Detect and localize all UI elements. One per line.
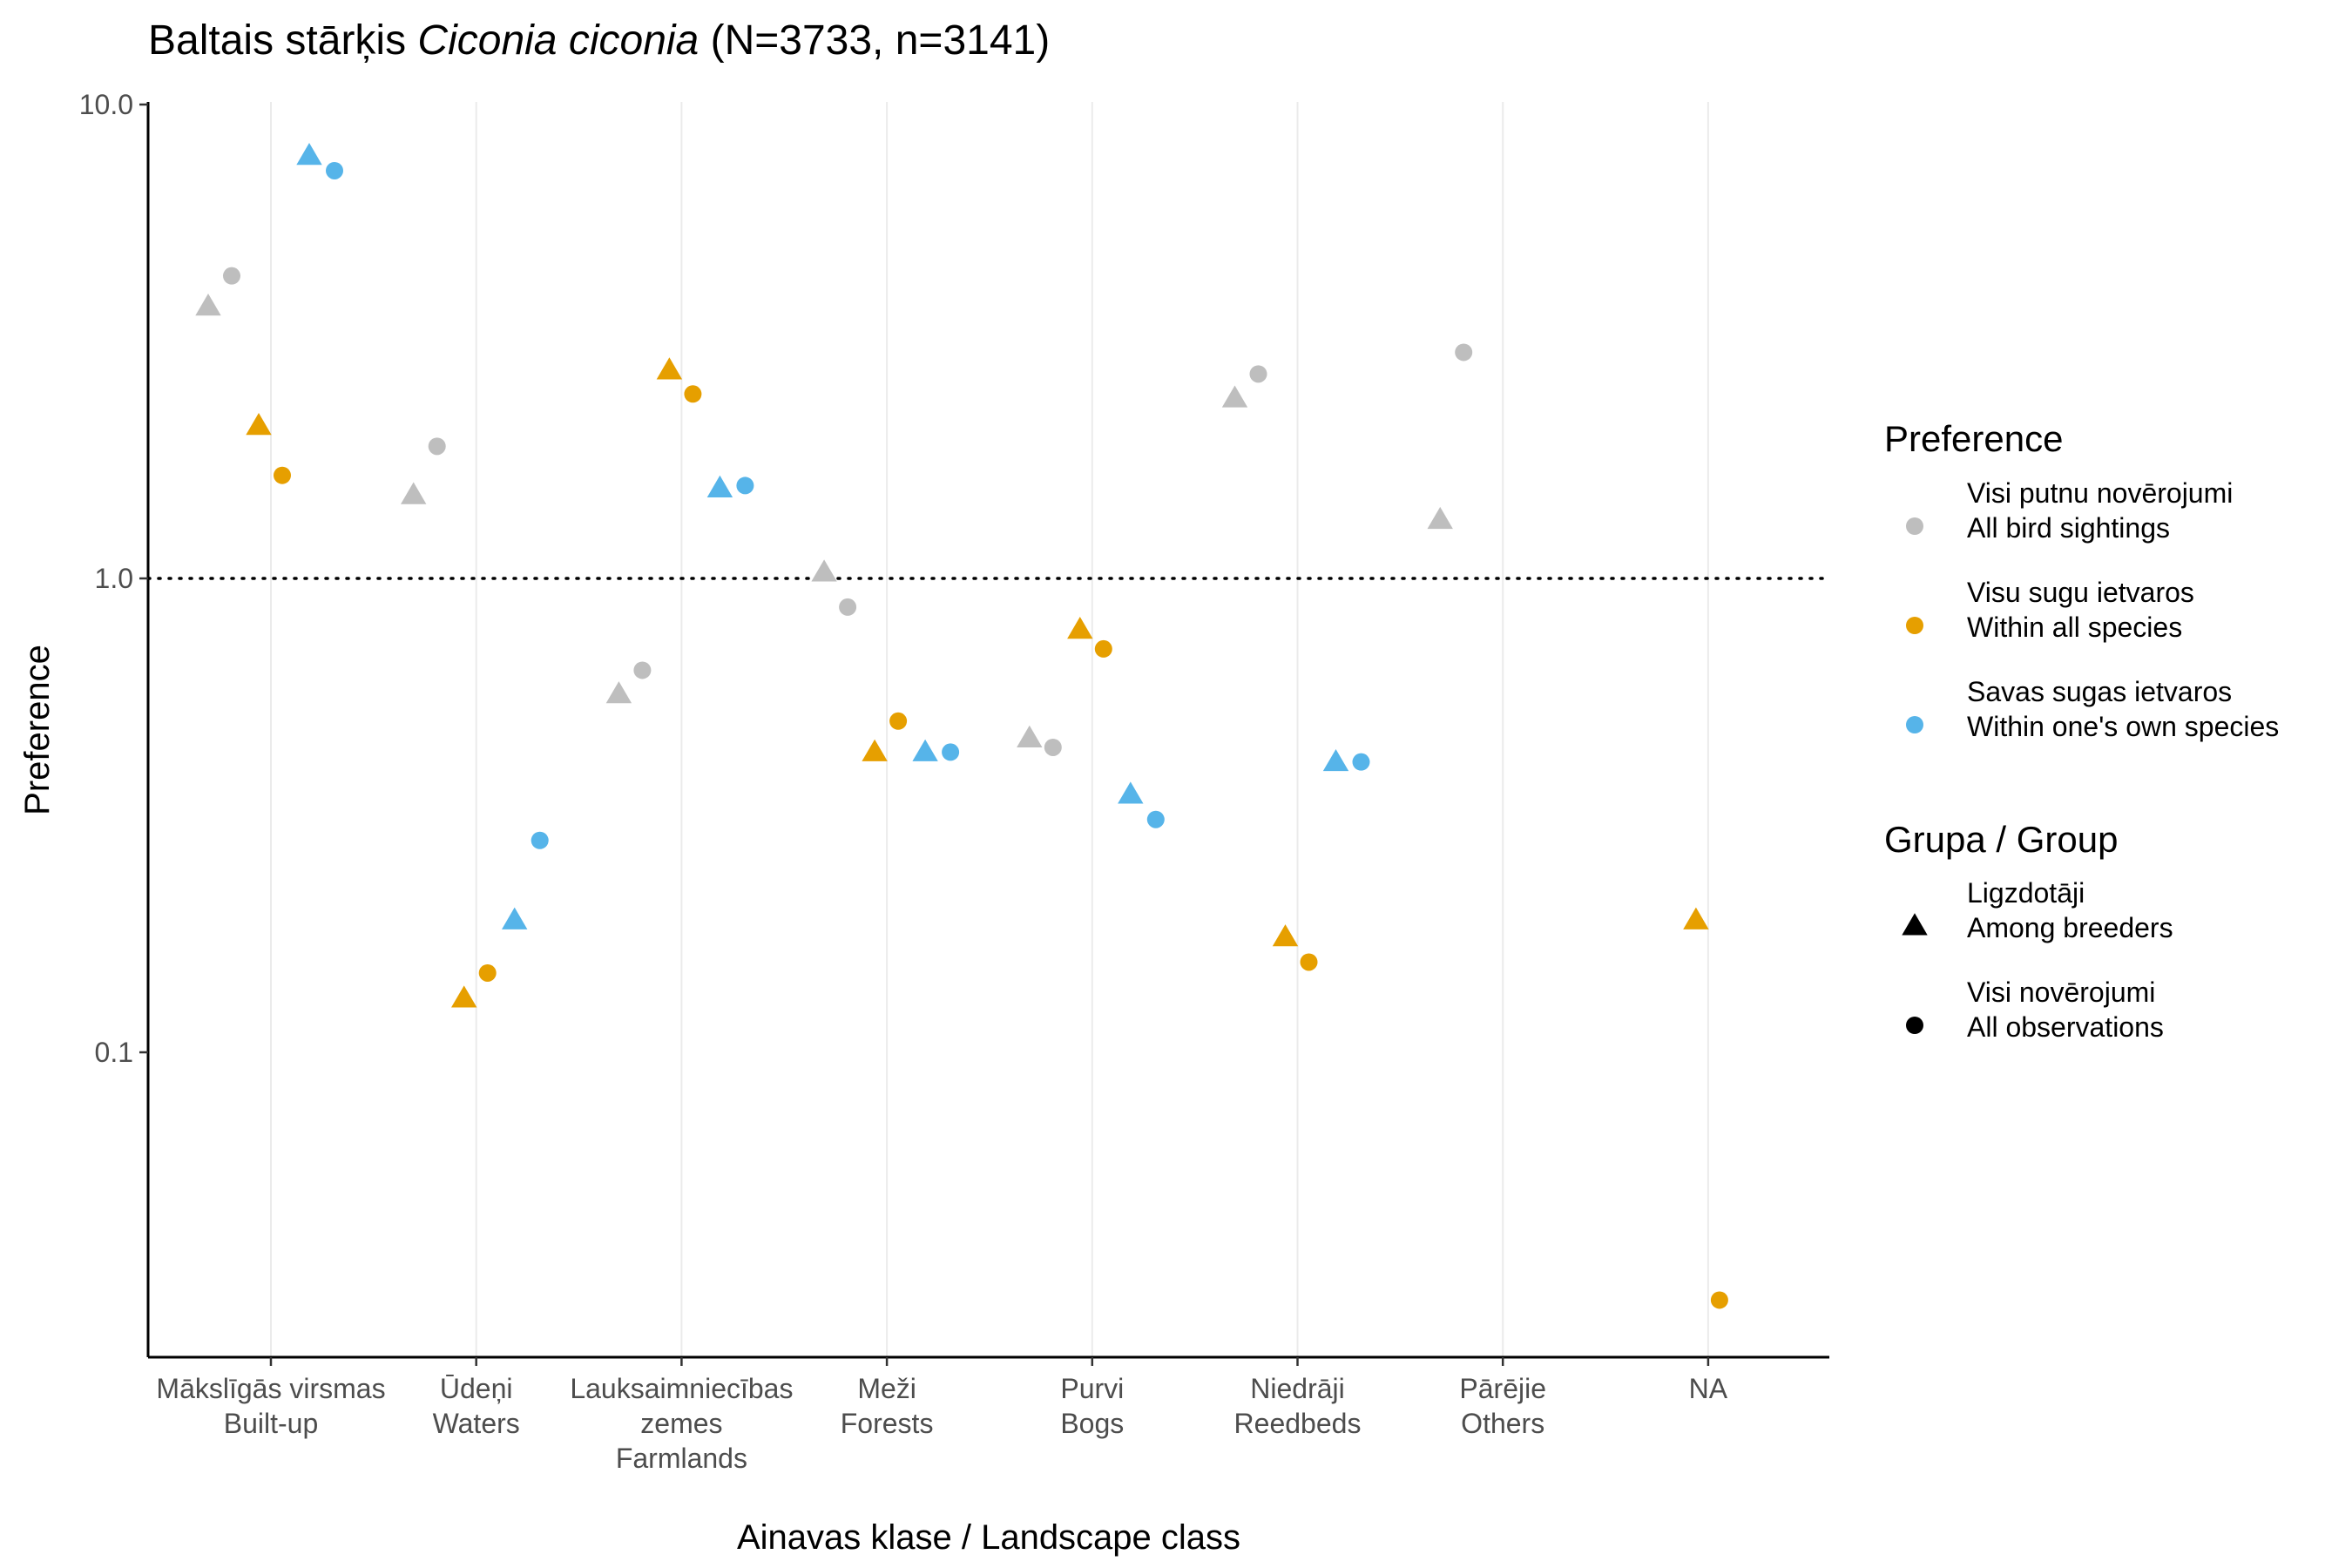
legend-key-within_own — [1906, 716, 1923, 733]
data-point-within_all-all_obs — [889, 712, 908, 730]
data-point-within_all-breeders — [1272, 924, 1299, 947]
y-tick-label: 1.0 — [95, 563, 133, 594]
data-point-within_all-breeders — [1683, 907, 1709, 929]
data-point-within_own-all_obs — [1146, 810, 1165, 828]
x-tick-label-line: Purvi — [1060, 1373, 1124, 1404]
data-point-within_own-breeders — [296, 143, 322, 166]
x-tick-label: Purvi Bogs — [1060, 1373, 1124, 1439]
x-ticks: Mākslīgās virsmas Built-up Ūdeņi Waters Lauk… — [156, 1357, 1728, 1474]
legend-label-breeders: Ligzdotāji — [1967, 877, 2085, 909]
chart-title-species: Ciconia ciconia — [417, 17, 699, 64]
legend-label-all_obs: Visi novērojumi — [1967, 977, 2155, 1008]
data-point-within_all-all_obs — [1300, 953, 1318, 971]
x-tick-label-line: Lauksaimniecības — [570, 1373, 793, 1404]
x-tick-label-line: Bogs — [1060, 1408, 1124, 1439]
legend-key-breeders — [1902, 913, 1928, 936]
data-point-all_sightings-breeders — [1427, 506, 1453, 530]
data-point-all_sightings-all_obs — [633, 661, 652, 679]
data-point-within_own-all_obs — [531, 831, 549, 849]
legend-label-all_sightings: All bird sightings — [1967, 512, 2170, 544]
y-axis-title: Preference — [18, 645, 57, 815]
data-point-within_all-all_obs — [274, 466, 291, 484]
legend-label-within_all: Within all species — [1967, 612, 2182, 643]
data-point-within_own-all_obs — [1352, 753, 1370, 771]
x-tick-label-line: zemes — [640, 1408, 722, 1439]
data-point-within_all-breeders — [862, 739, 888, 761]
x-tick-label-line: Mākslīgās virsmas — [156, 1373, 385, 1404]
x-tick-label: Lauksaimniecības zemes Farmlands — [570, 1373, 793, 1474]
x-tick-label-line: NA — [1689, 1373, 1728, 1404]
data-point-all_sightings-breeders — [1221, 385, 1248, 408]
x-tick-label-line: Ūdeņi — [440, 1373, 513, 1404]
data-point-all_sightings-all_obs — [223, 267, 240, 285]
x-tick-label-line: Pārējie — [1459, 1373, 1546, 1404]
y-tick-label: 0.1 — [95, 1037, 133, 1068]
data-point-all_sightings-breeders — [195, 294, 221, 316]
axes — [146, 102, 1829, 1359]
grid-lines — [270, 102, 1709, 1357]
data-point-within_all-breeders — [656, 357, 683, 380]
data-point-within_own-breeders — [1118, 781, 1144, 804]
data-point-within_own-breeders — [1322, 748, 1349, 772]
data-point-all_sightings-all_obs — [1455, 343, 1473, 362]
legend-key-within_all — [1906, 617, 1923, 634]
data-point-all_sightings-breeders — [605, 681, 632, 704]
x-axis-title: Ainavas klase / Landscape class — [737, 1518, 1240, 1557]
legend-label-all_obs: All observations — [1967, 1011, 2164, 1043]
x-tick-label: Mākslīgās virsmas Built-up — [156, 1373, 385, 1439]
legend-label-within_all: Visu sugu ietvaros — [1967, 577, 2194, 608]
x-tick-label-line: Meži — [857, 1373, 916, 1404]
chart-title: Baltais stārķis Ciconia ciconia (N=3733,… — [148, 17, 1050, 64]
data-point-within_all-all_obs — [1094, 639, 1112, 658]
x-tick-label-line: Niedrāji — [1250, 1373, 1344, 1404]
data-point-all_sightings-all_obs — [1044, 738, 1062, 756]
legend-label-within_own: Savas sugas ietvaros — [1967, 676, 2232, 707]
data-point-within_all-all_obs — [478, 963, 497, 982]
chart-title-suffix: (N=3733, n=3141) — [699, 17, 1050, 64]
data-point-within_own-breeders — [706, 475, 733, 497]
data-point-all_sightings-breeders — [811, 559, 837, 582]
legend-label-breeders: Among breeders — [1967, 912, 2173, 943]
data-point-within_all-breeders — [1067, 617, 1093, 639]
data-points — [195, 143, 1728, 1309]
x-tick-label-line: Others — [1461, 1408, 1544, 1439]
x-tick-label: Niedrāji Reedbeds — [1234, 1373, 1362, 1439]
legend-title-preference: Preference — [1884, 418, 2063, 459]
x-tick-label-line: Built-up — [224, 1408, 319, 1439]
chart-title-prefix: Baltais stārķis — [148, 17, 417, 64]
x-tick-label-line: Reedbeds — [1234, 1408, 1362, 1439]
data-point-within_own-breeders — [502, 907, 528, 929]
data-point-all_sightings-breeders — [401, 482, 427, 504]
y-tick-label: 10.0 — [79, 89, 133, 120]
data-point-all_sightings-all_obs — [1249, 365, 1267, 383]
x-tick-label-line: Forests — [841, 1408, 934, 1439]
legend-key-all_sightings — [1906, 517, 1923, 535]
x-tick-label: NA — [1689, 1373, 1728, 1404]
legend-label-all_sightings: Visi putnu novērojumi — [1967, 477, 2233, 509]
data-point-within_own-all_obs — [326, 161, 343, 179]
x-tick-label: Pārējie Others — [1459, 1373, 1546, 1439]
y-ticks: 0.1 1.0 10.0 — [79, 89, 148, 1068]
data-point-within_all-breeders — [246, 413, 272, 436]
data-point-within_all-breeders — [451, 985, 477, 1008]
data-point-all_sightings-all_obs — [839, 598, 857, 616]
data-point-within_own-all_obs — [942, 743, 960, 761]
data-point-all_sightings-breeders — [1017, 725, 1043, 747]
legend-label-within_own: Within one's own species — [1967, 711, 2279, 742]
data-point-within_own-breeders — [912, 739, 938, 761]
data-point-all_sightings-all_obs — [428, 437, 446, 456]
x-tick-label: Ūdeņi Waters — [433, 1373, 520, 1439]
legend-title-group: Grupa / Group — [1884, 819, 2118, 860]
legend-key-all_obs — [1906, 1017, 1923, 1034]
data-point-within_own-all_obs — [736, 476, 754, 495]
data-point-within_all-all_obs — [684, 385, 702, 403]
data-point-within_all-all_obs — [1710, 1291, 1728, 1309]
x-tick-label-line: Farmlands — [616, 1443, 747, 1474]
x-tick-label: Meži Forests — [841, 1373, 934, 1439]
x-tick-label-line: Waters — [433, 1408, 520, 1439]
